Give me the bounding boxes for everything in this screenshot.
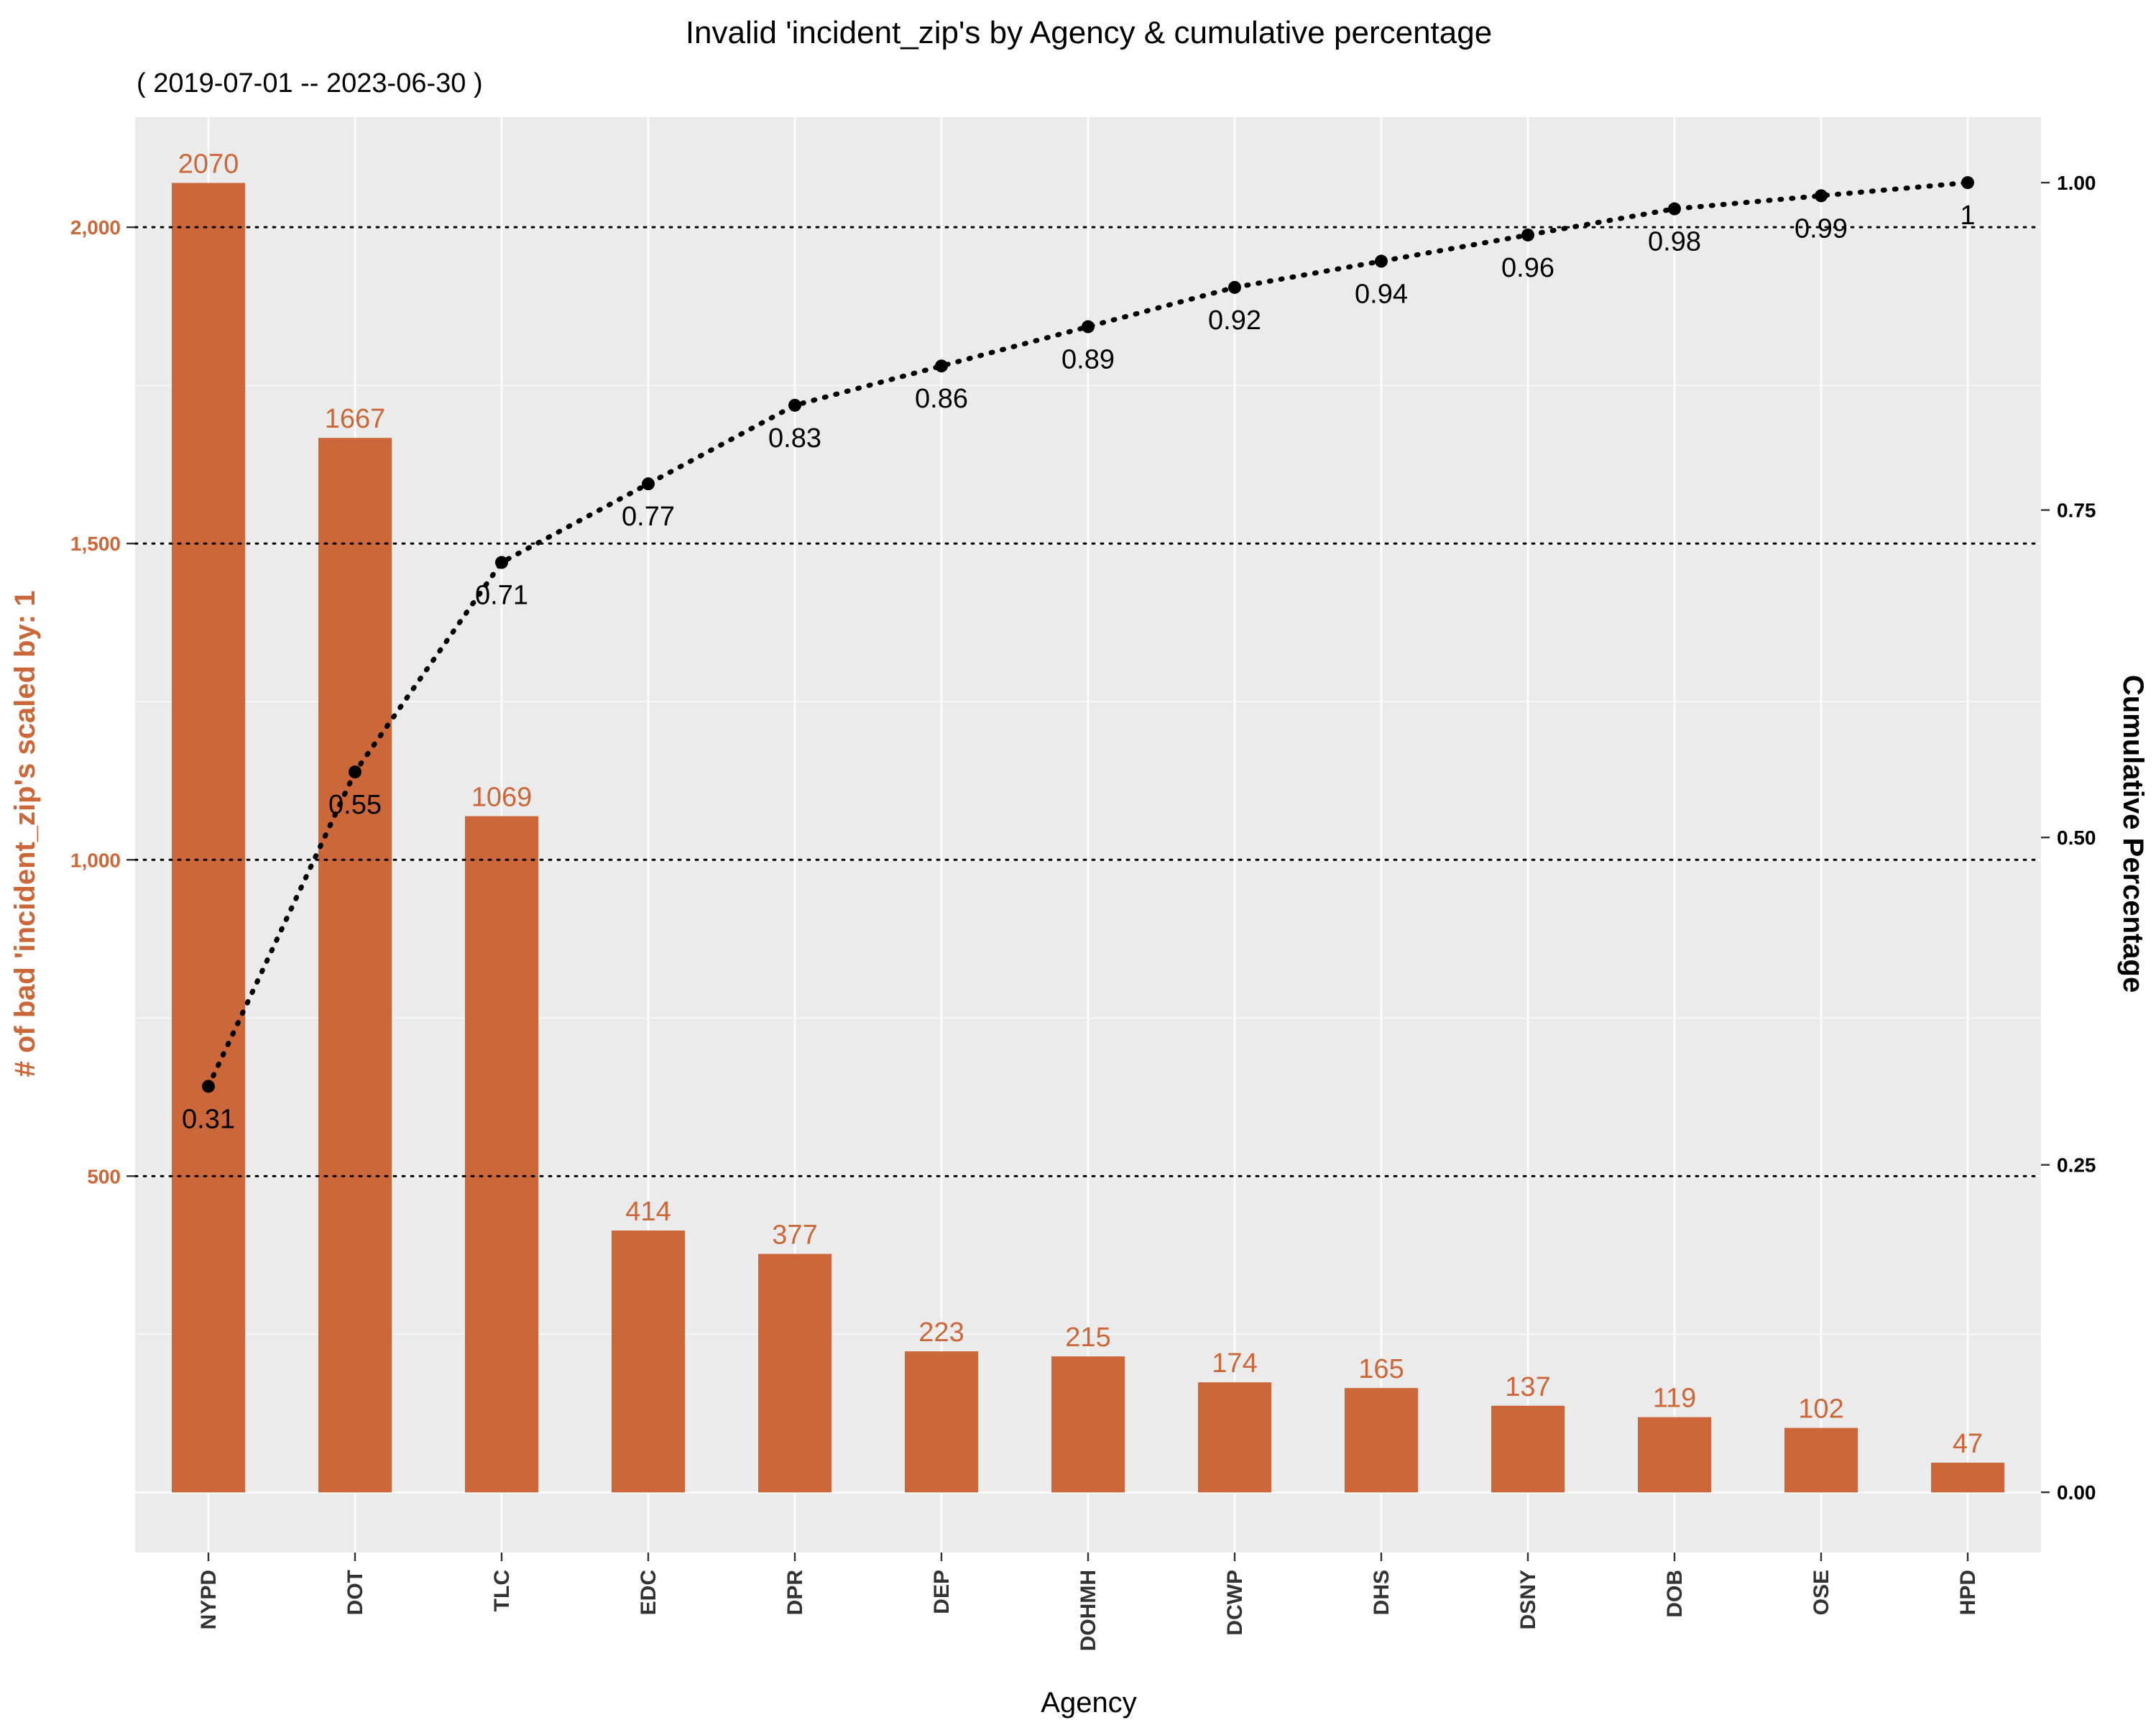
bar-value-label: 223: [918, 1317, 964, 1348]
bar: [1051, 1356, 1125, 1493]
x-tick-label: HPD: [1956, 1570, 1980, 1615]
bar-value-label: 174: [1212, 1348, 1257, 1379]
cumulative-value-label: 0.31: [182, 1104, 235, 1134]
cumulative-value-label: 0.99: [1795, 213, 1848, 244]
cumulative-point: [1961, 176, 1974, 190]
cumulative-value-label: 0.86: [915, 384, 968, 414]
bar-value-label: 1667: [325, 404, 386, 434]
y2-tick-label: 0.50: [2057, 827, 2096, 849]
x-tick-label: DSNY: [1516, 1570, 1540, 1629]
y-tick-label: 1,500: [70, 533, 121, 555]
bar: [1345, 1388, 1418, 1493]
y2-tick-label: 0.00: [2057, 1481, 2096, 1504]
x-tick-label: EDC: [637, 1570, 660, 1615]
cumulative-value-label: 0.98: [1648, 227, 1701, 257]
cumulative-line: 0.31 0.55 0.71 0.77 0.83 0.86 0.89 0.92 0.94 0.96…: [182, 176, 1976, 1134]
x-axis-label: Agency: [1041, 1687, 1136, 1719]
cumulative-point: [1228, 280, 1241, 294]
cumulative-value-label: 0.89: [1061, 345, 1115, 375]
bar-value-label: 2070: [178, 150, 239, 180]
bar-value-label: 1069: [471, 783, 533, 813]
cumulative-value-label: 0.55: [328, 790, 382, 820]
y2-tick-label: 0.25: [2057, 1154, 2096, 1177]
bar: [465, 816, 538, 1493]
bar: [758, 1254, 831, 1493]
cumulative-value-label: 0.77: [622, 502, 675, 532]
bar-value-label: 377: [772, 1220, 817, 1251]
y2-tick-label: 0.75: [2057, 500, 2096, 522]
y-tick-label: 500: [87, 1165, 121, 1187]
x-tick-label: DOHMH: [1077, 1570, 1100, 1651]
cumulative-value-label: 1: [1960, 201, 1975, 231]
cumulative-point: [1521, 228, 1534, 242]
bar-value-label: 119: [1653, 1384, 1697, 1414]
cumulative-point: [1082, 320, 1095, 334]
chart-title: Invalid 'incident_zip's by Agency & cumu…: [686, 15, 1492, 50]
bar: [1931, 1463, 2004, 1493]
bar-value-label: 414: [625, 1197, 671, 1227]
cumulative-value-label: 0.71: [475, 581, 528, 611]
cumulative-point: [1815, 189, 1828, 203]
cumulative-point: [788, 398, 801, 412]
bar-value-label: 215: [1065, 1322, 1110, 1353]
y-tick-label: 1,000: [70, 849, 121, 871]
bar: [905, 1351, 978, 1493]
cumulative-point: [642, 477, 655, 491]
bar-value-label: 47: [1953, 1429, 1983, 1459]
bar-value-label: 165: [1358, 1354, 1404, 1384]
cumulative-value-label: 0.92: [1208, 305, 1261, 336]
x-tick-label: OSE: [1810, 1570, 1833, 1615]
y-tick-label: 2,000: [70, 216, 121, 239]
bar-value-label: 102: [1798, 1394, 1843, 1425]
cumulative-point: [1375, 254, 1388, 268]
cumulative-point: [935, 359, 948, 373]
cumulative-value-label: 0.94: [1355, 279, 1408, 309]
x-tick-label: DOB: [1663, 1570, 1687, 1618]
cumulative-point: [495, 556, 508, 569]
chart-subtitle: ( 2019-07-01 -- 2023-06-30 ): [137, 68, 483, 98]
cumulative-point: [202, 1080, 215, 1093]
bar-value-label: 137: [1505, 1372, 1550, 1402]
y2-axis-label: Cumulative Percentage: [2117, 675, 2149, 993]
x-tick-label: DOT: [344, 1570, 367, 1615]
axes: 500 1,000 1,500 2,000 0.00 0.25 0.50 0.75 1.00 NY…: [70, 172, 2096, 1651]
x-tick-label: DHS: [1370, 1570, 1393, 1615]
cumulative-point: [349, 765, 361, 779]
bar: [1784, 1427, 1858, 1493]
bar: [1198, 1382, 1271, 1493]
x-tick-label: NYPD: [197, 1570, 221, 1629]
bar: [1638, 1417, 1711, 1493]
x-tick-label: DPR: [783, 1570, 807, 1616]
x-tick-label: TLC: [490, 1570, 514, 1611]
bar: [612, 1230, 685, 1493]
cumulative-value-label: 0.96: [1501, 253, 1554, 283]
cumulative-point: [1668, 202, 1681, 216]
x-tick-label: DEP: [930, 1570, 954, 1614]
y2-tick-label: 1.00: [2057, 172, 2096, 194]
bar: [318, 438, 392, 1493]
bar: [172, 183, 245, 1493]
reference-lines: [134, 226, 2042, 1177]
x-tick-label: DCWP: [1223, 1570, 1247, 1636]
cumulative-value-label: 0.83: [768, 423, 821, 454]
bar: [1491, 1405, 1565, 1493]
y-axis-label: # of bad 'incident_zip's scaled by: 1: [9, 591, 41, 1077]
bars: 2070 1667 1069 414 377 223 215 174 165 137 119 102 4…: [172, 150, 2004, 1493]
